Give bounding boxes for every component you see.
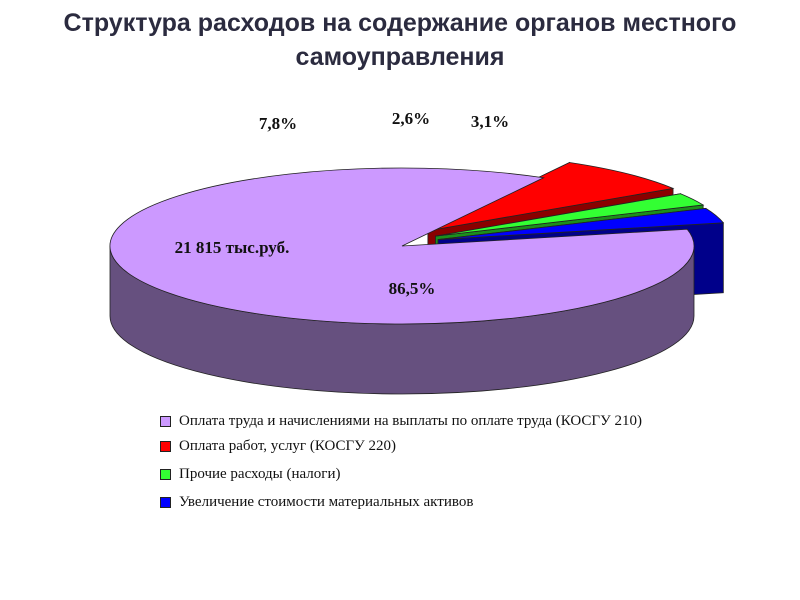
pie-slice-0-top: [109, 167, 695, 325]
legend-label-0: Оплата труда и начислениями на выплаты п…: [179, 413, 642, 429]
pie-front-layer: [109, 167, 695, 395]
legend-item-3: Увеличение стоимости материальных активо…: [160, 493, 680, 511]
legend-item-0: Оплата труда и начислениями на выплаты п…: [160, 412, 680, 430]
slice-value-label-0: 86,5%: [389, 279, 436, 298]
pie-slice-0: [109, 167, 695, 395]
slice-value-label-3: 3,1%: [471, 112, 509, 131]
chart-title: Структура расходов на содержание органов…: [0, 6, 800, 74]
legend-label-3: Увеличение стоимости материальных активо…: [179, 494, 474, 510]
chart-legend: Оплата труда и начислениями на выплаты п…: [160, 412, 680, 521]
legend-swatch-0: [160, 416, 171, 427]
legend-item-2: Прочие расходы (налоги): [160, 465, 680, 483]
pie-slice-2-top: [435, 193, 705, 237]
legend-swatch-1: [160, 441, 171, 452]
chart-title-line-2: самоуправления: [295, 43, 505, 71]
legend-label-2: Прочие расходы (налоги): [179, 466, 341, 482]
pie-slice-3-top: [438, 207, 725, 240]
legend-label-1: Оплата работ, услуг (КОСГУ 220): [179, 438, 397, 454]
legend-item-1: Оплата работ, услуг (КОСГУ 220): [160, 437, 680, 455]
pie-slice-1-top: [427, 162, 675, 232]
legend-swatch-3: [160, 497, 171, 508]
slice-value-label-1: 7,8%: [259, 114, 297, 133]
legend-swatch-2: [160, 469, 171, 480]
chart-title-line-1: Структура расходов на содержание органов…: [63, 9, 737, 37]
slice-value-label-2: 2,6%: [392, 109, 430, 128]
slice-annotation: 21 815 тыс.руб.: [175, 238, 290, 257]
